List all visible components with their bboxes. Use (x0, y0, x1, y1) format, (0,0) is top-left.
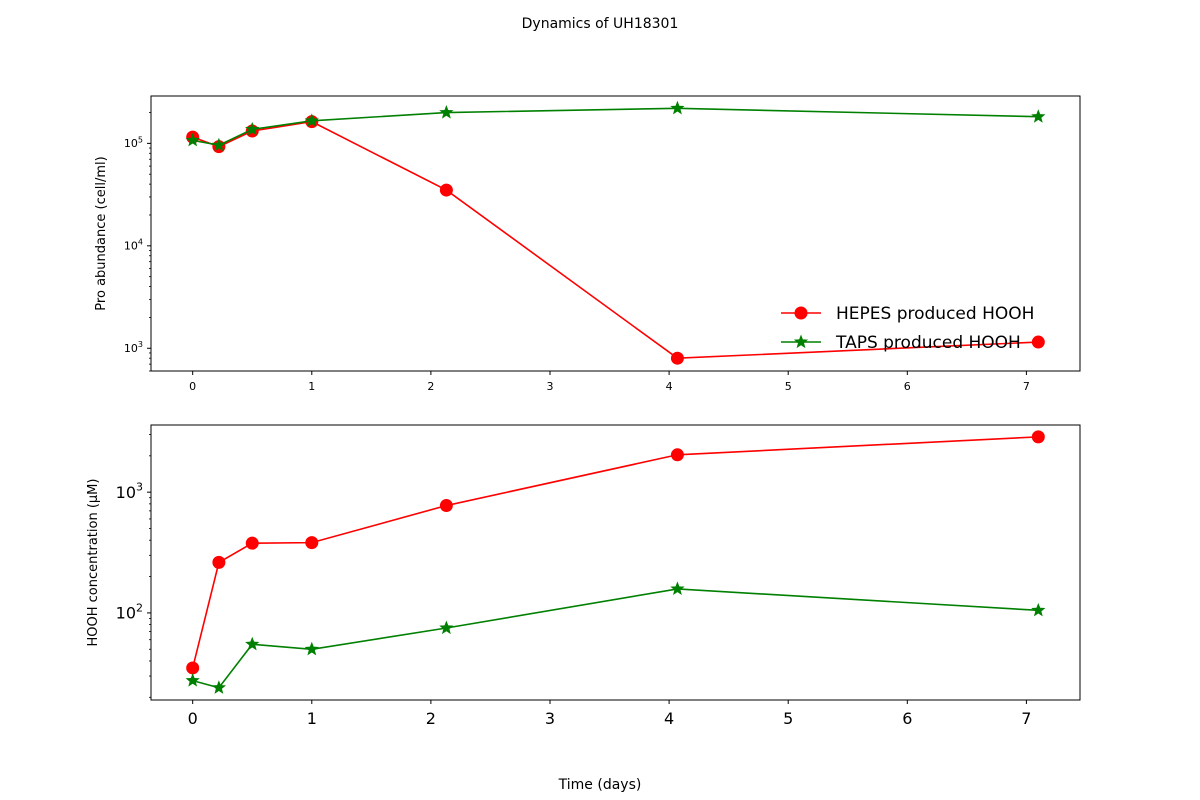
y-axis-label: Pro abundance (cell/ml) (94, 156, 109, 310)
y-tick-label: 103 (124, 340, 143, 355)
x-tick-label: 5 (785, 380, 792, 393)
series-line-hepes (191, 436, 1039, 669)
x-tick-label: 2 (426, 709, 436, 728)
legend-marker (793, 334, 809, 349)
data-point (1031, 430, 1045, 444)
legend-label: TAPS produced HOOH (835, 333, 1021, 353)
data-point (185, 132, 200, 147)
x-tick-label: 0 (189, 380, 196, 393)
y-tick-label: 105 (124, 135, 143, 150)
data-point (670, 100, 685, 115)
x-tick-label: 4 (666, 380, 673, 393)
x-tick-label: 4 (664, 709, 674, 728)
data-point (1031, 602, 1046, 617)
x-tick-label: 7 (1021, 709, 1031, 728)
y-tick-label: 102 (116, 601, 143, 622)
x-tick-label: 3 (546, 380, 553, 393)
x-tick-label: 2 (427, 380, 434, 393)
data-point (1031, 109, 1046, 123)
data-point (304, 641, 319, 656)
data-point (212, 555, 226, 569)
data-point (1031, 335, 1045, 349)
legend-label: HEPES produced HOOH (836, 304, 1034, 324)
x-tick-label: 1 (307, 709, 317, 728)
data-point (245, 536, 259, 550)
series-line-taps (192, 107, 1039, 147)
data-point (304, 113, 319, 127)
x-tick-label: 6 (904, 380, 911, 393)
data-point (439, 499, 453, 513)
chart-title: Dynamics of UH18301 (522, 16, 679, 32)
data-point (211, 680, 227, 694)
x-axis-label: Time (days) (558, 777, 642, 793)
data-point (439, 620, 454, 635)
series-line-taps (192, 588, 1039, 689)
x-tick-label: 3 (545, 709, 555, 728)
x-tick-label: 6 (902, 709, 912, 728)
x-tick-label: 1 (308, 380, 315, 393)
y-tick-label: 104 (124, 238, 143, 253)
y-tick-label: 103 (116, 481, 143, 502)
data-point (211, 137, 227, 152)
legend-marker (794, 306, 808, 320)
data-point (439, 183, 453, 197)
data-point (670, 581, 685, 595)
x-tick-label: 5 (783, 709, 793, 728)
abundance-panel: 0 1 2 3 4 5 6 7 103 104 105 Pro abundance (cell/ml)… (94, 95, 1081, 393)
data-point (305, 536, 319, 550)
data-point (245, 636, 260, 651)
plot-frame (150, 424, 1081, 701)
data-point (670, 448, 684, 462)
hooh-panel: 0 1 2 3 4 5 6 7 102 103 HOOH concentration (µM) (86, 424, 1081, 728)
data-point (670, 351, 684, 365)
data-point (439, 105, 454, 119)
data-point (185, 673, 200, 687)
data-point (245, 121, 260, 136)
x-tick-label: 0 (188, 709, 198, 728)
legend: HEPES produced HOOH TAPS produced HOOH (781, 304, 1034, 353)
data-point (186, 661, 200, 675)
x-tick-label: 7 (1023, 380, 1030, 393)
y-axis-label: HOOH concentration (µM) (86, 479, 101, 647)
plot-frame (150, 95, 1081, 372)
